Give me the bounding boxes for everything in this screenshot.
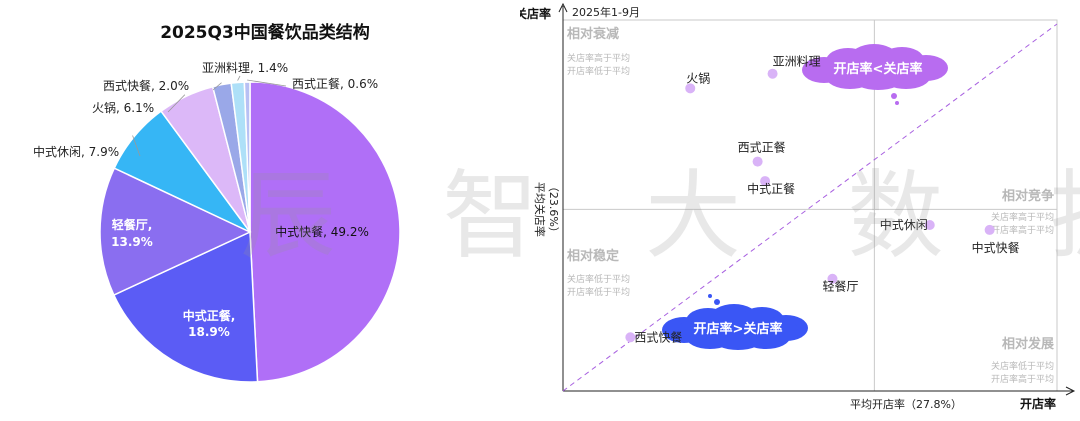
scatter-label-4: 中式休闲 [880,217,928,232]
y-ref-label-0: 平均关店率 [533,182,547,237]
pie-leader-6 [237,75,241,81]
pie-label-6: 亚洲料理, 1.4% [202,61,288,75]
pie-label-3: 中式休闲, 7.9% [33,144,119,159]
cloud-open-lt-close-bubble-1 [895,101,899,105]
pie-label-2-label_line2: 13.9% [111,235,153,249]
pie-leader-3 [132,135,141,157]
pie-slice-0 [249,81,401,383]
quadrant-bottom-left-title: 相对稳定 [567,248,619,264]
scatter-point-4 [924,220,935,231]
x-ref-label: 平均开店率（27.8%） [850,397,962,411]
pie-label-4: 火锅, 6.1% [92,100,154,115]
quadrant-top-right-title: 相对竞争 [1002,188,1054,204]
scatter-label-3: 中式正餐 [747,181,795,196]
cloud-open-gt-close: 开店率>关店率 [662,294,808,350]
x-axis-arrow [1065,386,1076,396]
cloud-open-lt-close-bubble-0 [891,93,897,99]
scatter-label-6: 轻餐厅 [822,279,858,294]
cloud-open-gt-close-body [678,315,798,341]
scatter-label-1: 火锅 [686,70,710,85]
quadrant-bottom-right-line2: 开店率高于平均 [991,373,1054,385]
pie-label-5: 西式快餐, 2.0% [103,78,189,93]
quadrant-chart-panel: 关店率 2025年1-9月 开店率 平均开店率（27.8%） 相对衰减 关店率高… [515,0,1080,417]
y-axis-label: 关店率 [520,6,551,21]
scatter-label-2: 西式正餐 [738,140,786,155]
quadrant-top-right-line2: 开店率高于平均 [991,224,1054,236]
pie-chart-panel: 2025Q3中国餐饮品类结构 中式快餐, 49.2% 中式正餐, 18.9% 轻餐厅,… [0,0,520,417]
quadrant-top-right-line1: 关店率高于平均 [991,211,1054,223]
y-ref-label-1: （23.6%） [547,181,560,238]
scatter-point-7 [625,332,636,343]
pie-leader-4 [167,94,186,113]
quadrant-top-left-title: 相对衰减 [567,26,619,42]
pie-leader-7 [247,79,287,87]
quadrant-bottom-left-line2: 开店率低于平均 [567,286,630,298]
cloud-open-gt-close-text: 开店率>关店率 [694,321,783,337]
pie-label-1-label_line1: 中式正餐, [183,308,236,323]
scatter-label-0: 亚洲料理 [773,55,821,69]
cloud-open-lt-close: 开店率<关店率 [802,44,948,105]
pie-slice-7 [243,81,251,233]
scatter-point-2 [752,156,763,167]
quadrant-bottom-right-title: 相对发展 [1002,336,1055,352]
pie-label-0: 中式快餐, 49.2% [275,224,369,239]
cloud-open-gt-close-bubble-0 [714,299,720,305]
pie-label-7: 西式正餐, 0.6% [292,76,378,91]
pie-slice-1 [112,230,259,383]
quadrant-bottom-right-line1: 关店率低于平均 [991,360,1054,372]
pie-label-2-label_line1: 轻餐厅, [112,217,153,232]
cloud-open-gt-close-bubble-1 [708,294,712,298]
y-axis-arrow [558,2,568,13]
quadrant-top-left-line2: 开店率低于平均 [567,65,630,77]
scatter-point-1 [685,83,696,94]
quadrant-top-left-line1: 关店率高于平均 [567,52,630,64]
pie-leader-5 [212,82,222,91]
pie-label-1-label_line2: 18.9% [188,325,230,339]
quadrant-chart: 关店率 2025年1-9月 开店率 平均开店率（27.8%） 相对衰减 关店率高… [515,2,1076,411]
quadrant-bottom-left-line1: 关店率低于平均 [567,273,630,285]
scatter-point-5 [984,224,995,235]
chart-subtitle: 2025年1-9月 [572,5,640,19]
scatter-point-3 [760,176,771,187]
pie-slice-2 [99,167,252,297]
x-axis-label: 开店率 [1020,396,1056,411]
cloud-open-lt-close-body [818,55,938,81]
pie-chart: 2025Q3中国餐饮品类结构 中式快餐, 49.2% 中式正餐, 18.9% 轻餐厅,… [33,22,401,383]
scatter-label-5: 中式快餐 [972,240,1020,255]
equal-rate-diagonal [562,23,1058,392]
scatter-point-0 [767,68,778,79]
scatter-point-6 [827,273,838,284]
pie-title: 2025Q3中国餐饮品类结构 [160,22,370,43]
cloud-open-lt-close-text: 开店率<关店率 [834,61,923,77]
scatter-label-7: 西式快餐 [634,329,682,344]
